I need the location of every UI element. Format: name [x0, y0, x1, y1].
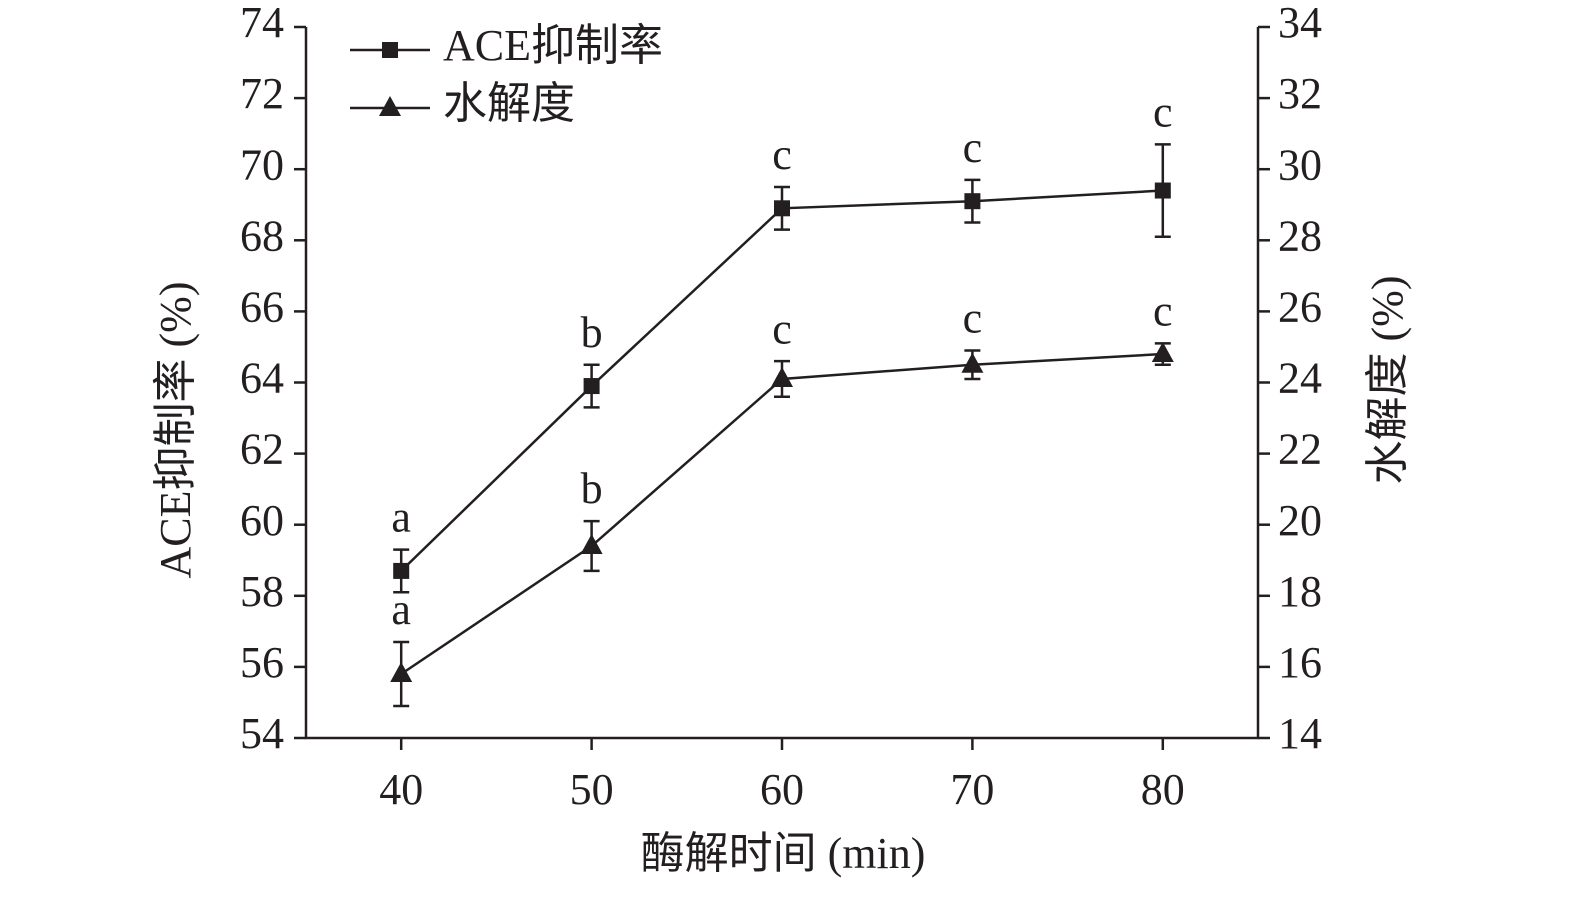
y2-tick-label: 20 — [1278, 496, 1322, 545]
marker-square — [1154, 182, 1171, 199]
x-tick-label: 40 — [379, 765, 423, 814]
y-tick-label: 70 — [240, 140, 284, 189]
y2-tick-label: 28 — [1278, 211, 1322, 260]
marker-square — [774, 200, 790, 217]
significance-label: c — [963, 123, 983, 172]
y-tick-label: 66 — [240, 282, 284, 331]
marker-square — [382, 42, 398, 58]
significance-label: c — [772, 130, 792, 179]
marker-triangle — [379, 96, 401, 116]
y2-tick-label: 26 — [1278, 282, 1322, 331]
x-axis-title: 酶解时间 (min) — [641, 829, 926, 878]
y2-tick-label: 30 — [1278, 140, 1322, 189]
legend-label: 水解度 — [443, 79, 575, 128]
y2-tick-label: 34 — [1278, 0, 1322, 47]
y-tick-label: 74 — [240, 0, 284, 47]
y2-tick-label: 22 — [1278, 425, 1322, 474]
y2-tick-label: 18 — [1278, 567, 1322, 616]
marker-square — [393, 562, 410, 579]
marker-triangle — [1151, 342, 1174, 363]
significance-label: b — [581, 464, 603, 513]
significance-label: c — [1153, 87, 1173, 136]
marker-triangle — [390, 662, 413, 683]
marker-triangle — [771, 366, 793, 387]
series-line — [400, 352, 1163, 676]
y2-tick-label: 14 — [1278, 709, 1322, 758]
x-tick-label: 80 — [1141, 765, 1185, 814]
y-tick-label: 60 — [240, 496, 284, 545]
significance-label: c — [1153, 286, 1173, 335]
significance-label: c — [772, 304, 792, 353]
y-tick-label: 58 — [240, 567, 284, 616]
y2-tick-label: 16 — [1278, 638, 1322, 687]
y-tick-label: 62 — [240, 425, 284, 474]
x-tick-label: 60 — [760, 765, 804, 814]
y2-tick-label: 24 — [1278, 354, 1322, 403]
x-tick-label: 70 — [950, 765, 994, 814]
x-tick-label: 50 — [570, 765, 614, 814]
y-tick-label: 64 — [240, 354, 284, 403]
marker-square — [964, 193, 981, 210]
marker-triangle — [961, 352, 984, 373]
y-tick-label: 54 — [240, 709, 284, 758]
y2-tick-label: 32 — [1278, 69, 1322, 118]
significance-label: a — [391, 585, 411, 634]
y-tick-label: 68 — [240, 211, 284, 260]
y-tick-label: 56 — [240, 638, 284, 687]
legend-label: ACE抑制率 — [443, 21, 663, 70]
y-axis-title: ACE抑制率 (%) — [151, 282, 200, 579]
marker-square — [583, 378, 600, 395]
marker-triangle — [580, 534, 603, 555]
significance-label: c — [963, 294, 983, 343]
significance-label: a — [391, 493, 411, 542]
y2-axis-title: 水解度 (%) — [1363, 276, 1412, 485]
y-tick-label: 72 — [240, 69, 284, 118]
significance-label: b — [581, 308, 603, 357]
